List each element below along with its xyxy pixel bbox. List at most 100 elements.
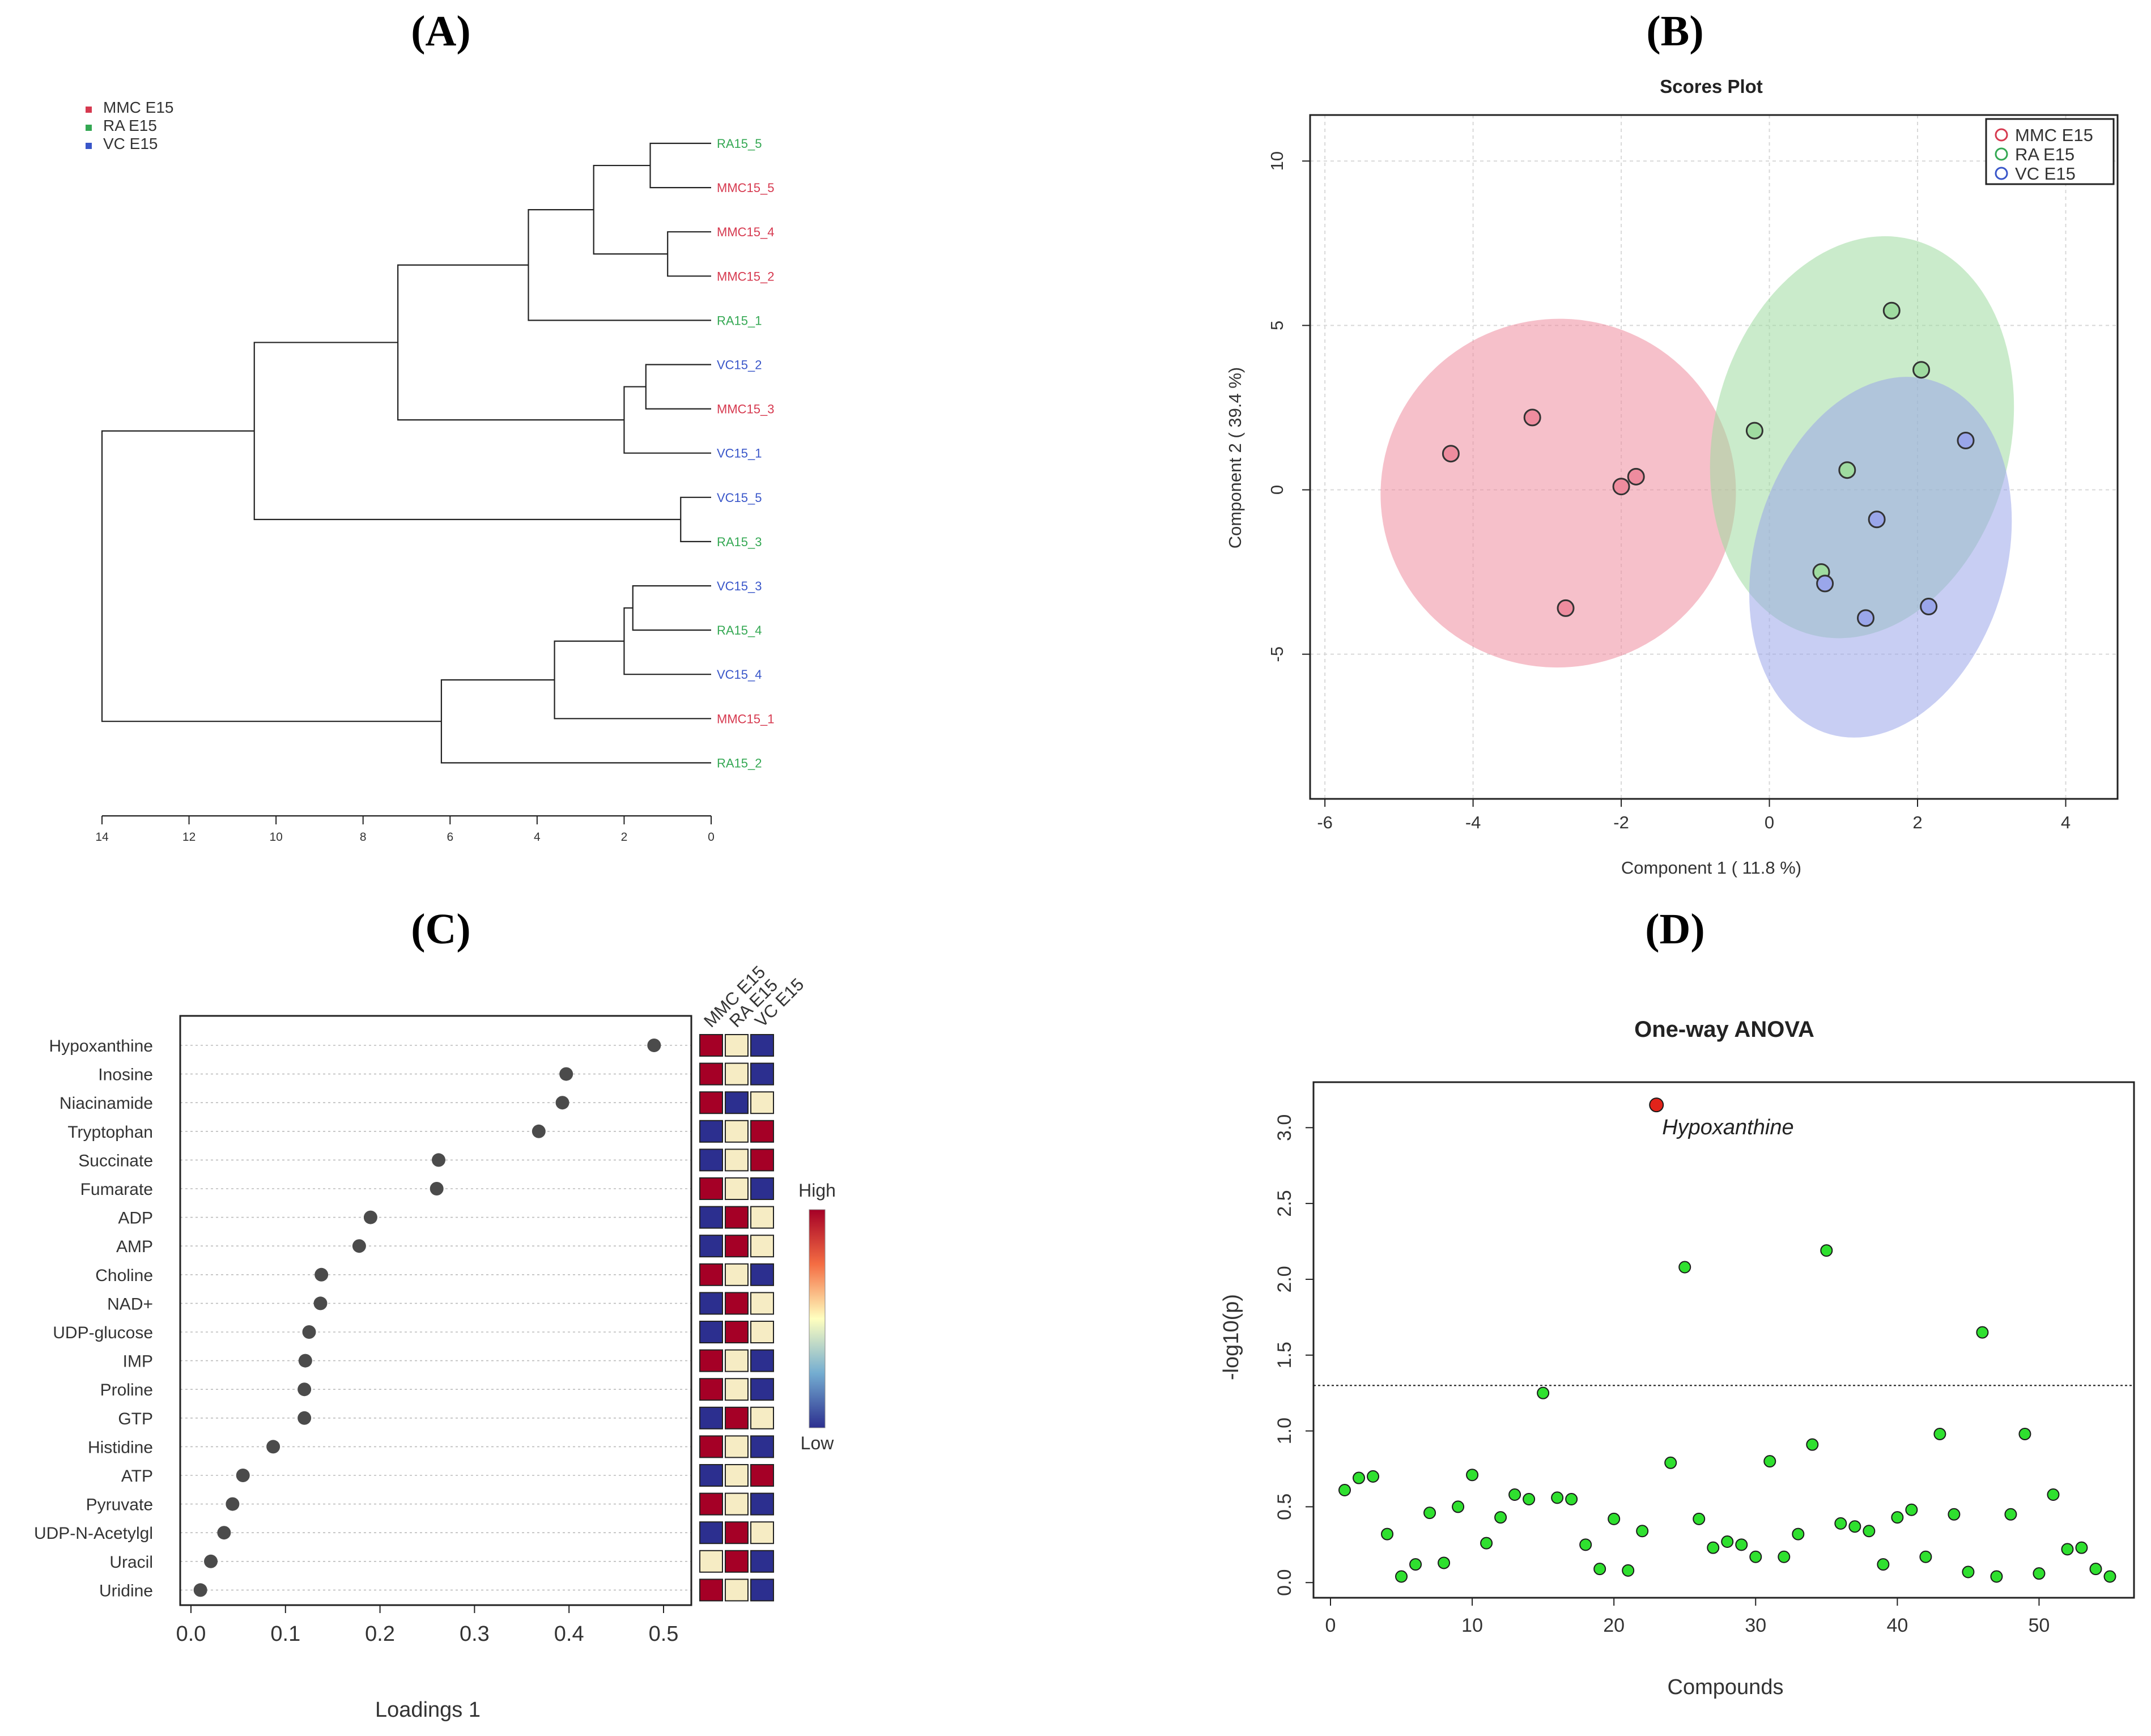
loadings-panel: Hypoxanthine Inosine Niacinamide Tryptophan…	[34, 962, 836, 1722]
heat-cell	[750, 1435, 774, 1458]
compound-point	[1778, 1550, 1791, 1563]
colorbar-high-label: High	[798, 1180, 836, 1201]
loading-dot	[647, 1039, 661, 1052]
x-tick-label: 2	[1912, 812, 1922, 832]
x-tick-label: -4	[1465, 812, 1481, 832]
score-point-vc	[1857, 609, 1875, 627]
legend-label: RA E15	[2015, 144, 2075, 164]
scores-plot-axes: -6 -4 -2 0 2 4 10 5 0 -5	[1267, 151, 2071, 832]
heat-cell	[699, 1406, 723, 1429]
compound-point	[1438, 1556, 1451, 1569]
heat-cell	[725, 1578, 749, 1602]
heat-cell	[725, 1206, 749, 1229]
leaf-label: RA15_5	[717, 137, 762, 151]
axis-tick-label: 12	[182, 831, 195, 844]
dendrogram-branch	[645, 364, 711, 410]
compound-point	[1806, 1438, 1819, 1451]
score-point-vc	[1957, 431, 1975, 449]
axis-tick-label: 0	[708, 831, 715, 844]
leaf-label: VC15_1	[717, 446, 762, 461]
heat-cell	[750, 1550, 774, 1573]
compound-point	[2103, 1570, 2116, 1583]
heat-cell	[750, 1034, 774, 1057]
row-label: Hypoxanthine	[49, 1037, 153, 1056]
heat-cell	[750, 1578, 774, 1602]
y-tick-label: 0.5	[1274, 1494, 1295, 1520]
axis-tick-label: 14	[95, 831, 109, 844]
heat-cell	[699, 1177, 723, 1200]
compound-point	[2018, 1427, 2031, 1440]
x-tick-label: 4	[2061, 812, 2071, 832]
heat-cell	[699, 1120, 723, 1143]
x-tick-label: 40	[1886, 1615, 1908, 1636]
row-label: NAD+	[107, 1295, 153, 1313]
panel-label-b: (B)	[1646, 7, 1703, 55]
heat-cell	[750, 1120, 774, 1143]
loadings-axis: 0.0 0.1 0.2 0.3 0.4 0.5	[176, 1605, 678, 1646]
heat-cell	[699, 1292, 723, 1315]
legend-marker-ra	[1995, 147, 2008, 161]
row-label: IMP	[123, 1352, 153, 1371]
score-point-mmc	[1612, 478, 1630, 496]
dendrogram-branch	[253, 342, 681, 520]
loadings-rows: Hypoxanthine Inosine Niacinamide Tryptophan…	[34, 1037, 691, 1600]
row-label: Uracil	[109, 1553, 153, 1572]
heat-cell	[725, 1349, 749, 1372]
scores-plot-points	[1442, 301, 1975, 627]
heat-cell	[725, 1550, 749, 1573]
compound-point	[1565, 1493, 1578, 1506]
y-tick-label: 0.0	[1274, 1569, 1295, 1596]
score-point-ra	[1745, 422, 1763, 440]
compound-point	[1919, 1550, 1932, 1563]
leaf-label: MMC15_2	[717, 269, 774, 283]
anova-ylabel: -log10(p)	[1219, 1294, 1243, 1380]
compound-point	[1933, 1427, 1946, 1440]
score-point-mmc	[1627, 467, 1645, 486]
loading-dot	[352, 1239, 366, 1253]
y-tick-label: 2.0	[1274, 1266, 1295, 1292]
compound-point	[1579, 1538, 1592, 1551]
loadings-frame	[179, 1015, 692, 1606]
score-point-vc	[1816, 575, 1834, 593]
legend-label: MMC E15	[2015, 125, 2093, 145]
heat-cell	[725, 1406, 749, 1429]
dendrogram-branch	[440, 679, 711, 764]
compound-point	[2004, 1508, 2017, 1521]
compound-point	[1735, 1538, 1748, 1551]
heat-cell	[699, 1091, 723, 1114]
loading-dot	[555, 1096, 569, 1110]
score-point-vc	[1920, 598, 1938, 616]
dendrogram-branch	[632, 585, 711, 631]
compound-point	[1466, 1469, 1479, 1482]
score-point-ra	[1912, 361, 1931, 379]
loading-dot	[363, 1210, 377, 1224]
scores-plot-panel: Scores Plot -6 -4 -2 0 2 4 10 5 0 -5 Component 1 …	[1225, 76, 2119, 878]
legend-label: MMC E15	[103, 99, 173, 116]
loading-dot	[297, 1382, 312, 1397]
loading-dot	[532, 1124, 546, 1138]
heat-cell	[699, 1464, 723, 1487]
compound-point	[1990, 1570, 2003, 1583]
heat-cell	[699, 1263, 723, 1286]
x-tick-label: 10	[1461, 1615, 1483, 1636]
axis-tick-label: 8	[360, 831, 367, 844]
anova-panel: One-way ANOVA 0 10 20 30 40 50 0.0 0.5 1.0 1.5 2.0…	[1219, 1017, 2135, 1699]
legend-swatch	[86, 143, 92, 149]
axis-tick-label: 6	[447, 831, 453, 844]
heat-cell	[699, 1521, 723, 1544]
loading-dot	[430, 1182, 444, 1195]
loading-dot	[314, 1267, 329, 1282]
y-tick-label: -5	[1267, 646, 1287, 662]
y-tick-label: 10	[1267, 151, 1287, 171]
heat-cell	[750, 1263, 774, 1286]
leaf-label: VC15_4	[717, 667, 762, 682]
significant-point-label: Hypoxanthine	[1662, 1116, 1793, 1139]
compound-point	[1480, 1537, 1493, 1550]
row-label: Pyruvate	[86, 1496, 153, 1514]
heat-cell	[725, 1492, 749, 1516]
dendrogram-leaf-labels: RA15_5 MMC15_5 MMC15_4 MMC15_2 RA15_1 VC15_2 M…	[717, 137, 774, 770]
score-point-mmc	[1557, 599, 1575, 617]
loading-dot	[313, 1296, 328, 1310]
compound-point	[1707, 1541, 1720, 1554]
